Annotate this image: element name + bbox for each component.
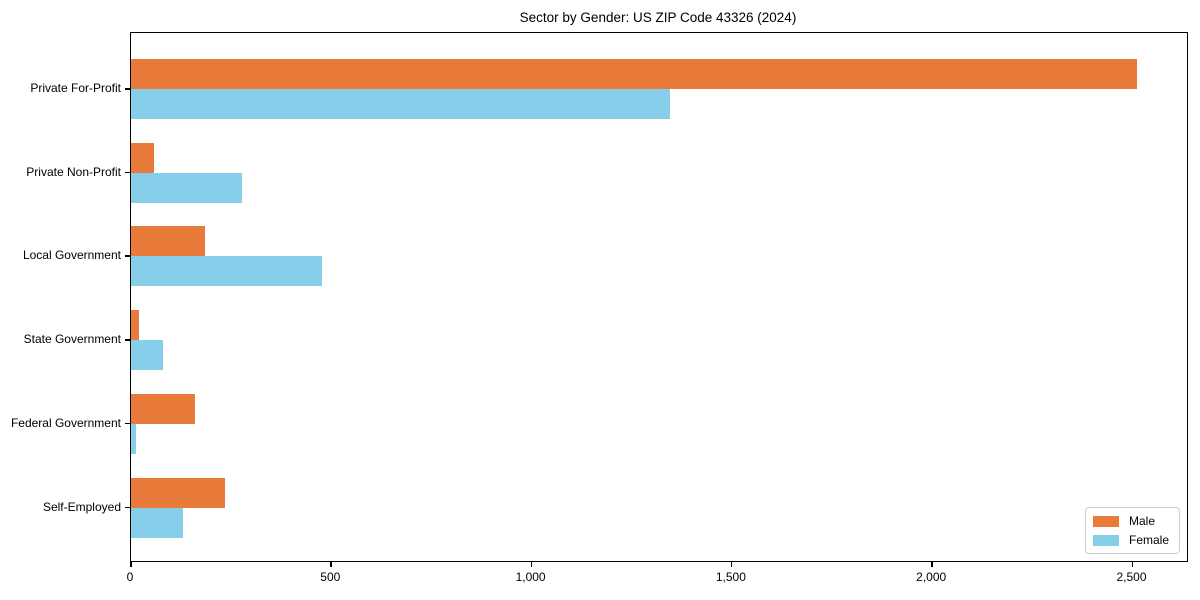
bar-female-2: [131, 256, 323, 287]
x-tick-1: [330, 562, 332, 567]
x-tick-label: 2,500: [1116, 570, 1147, 584]
x-tick-label: 2,000: [916, 570, 947, 584]
legend-label-male: Male: [1128, 514, 1155, 528]
legend-label-female: Female: [1128, 533, 1169, 547]
male-swatch-icon: [1092, 515, 1119, 527]
bar-male-4: [131, 393, 196, 424]
x-tick-label: 1,000: [515, 570, 546, 584]
x-tick-label: 500: [320, 570, 341, 584]
x-tick-3: [730, 562, 733, 567]
bar-female-1: [131, 172, 243, 203]
bar-male-1: [131, 142, 155, 173]
y-tick-3: [125, 339, 131, 341]
y-category-label: Private Non-Profit: [26, 164, 121, 179]
x-tick-5: [1131, 562, 1133, 567]
x-tick-4: [931, 562, 933, 567]
chart-title: Sector by Gender: US ZIP Code 43326 (202…: [519, 10, 797, 25]
y-tick-2: [125, 255, 131, 257]
bar-female-5: [131, 507, 183, 538]
bar-female-0: [131, 89, 670, 119]
legend-item-female: Female: [1092, 533, 1169, 547]
y-tick-5: [125, 506, 131, 508]
y-category-label: Private For-Profit: [30, 81, 121, 95]
x-tick-2: [530, 562, 533, 567]
bar-female-3: [131, 340, 163, 371]
bar-female-4: [131, 423, 136, 454]
bar-male-3: [131, 310, 139, 341]
y-category-label: Local Government: [22, 248, 121, 263]
bar-male-0: [131, 59, 1137, 89]
x-tick-0: [130, 562, 132, 567]
y-category-label: State Government: [23, 332, 121, 347]
plot-area: Male Female: [130, 32, 1188, 562]
x-tick-label: 1,500: [715, 570, 746, 584]
bar-male-2: [131, 226, 206, 257]
bar-male-5: [131, 477, 226, 508]
x-tick-label: 0: [126, 570, 134, 584]
y-category-label: Self-Employed: [42, 499, 121, 514]
y-tick-0: [125, 88, 131, 90]
legend-item-male: Male: [1092, 514, 1169, 528]
legend: Male Female: [1084, 507, 1180, 554]
y-tick-1: [125, 171, 131, 174]
y-category-label: Federal Government: [10, 415, 121, 430]
y-tick-4: [125, 422, 131, 425]
female-swatch-icon: [1092, 534, 1119, 546]
